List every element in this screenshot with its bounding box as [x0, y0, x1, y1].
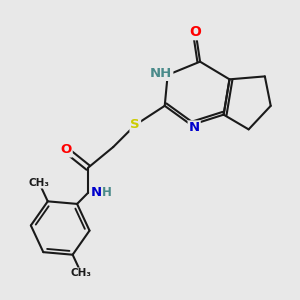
Text: N: N	[91, 186, 102, 199]
Text: S: S	[130, 118, 140, 131]
Text: NH: NH	[150, 67, 172, 80]
Text: O: O	[190, 25, 202, 39]
Text: N: N	[189, 122, 200, 134]
Text: O: O	[61, 143, 72, 157]
Text: CH₃: CH₃	[71, 268, 92, 278]
Text: CH₃: CH₃	[28, 178, 50, 188]
Text: H: H	[102, 186, 112, 199]
